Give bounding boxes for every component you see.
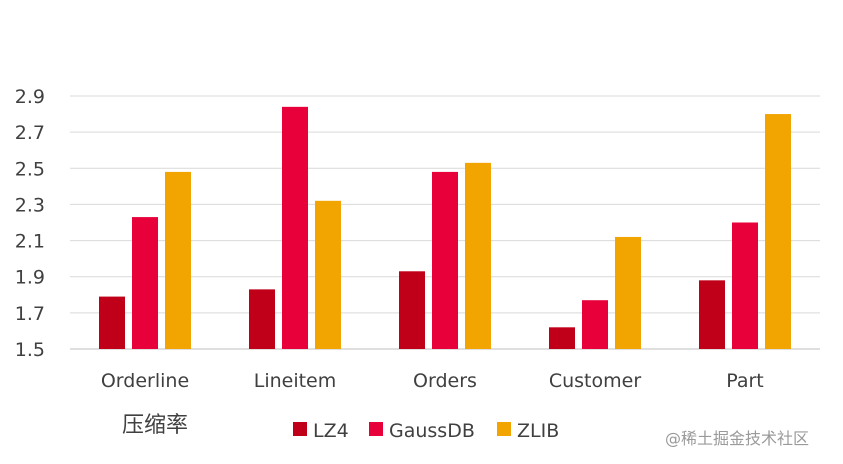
bar-lz4-orders	[399, 271, 425, 349]
y-tick-label: 1.5	[15, 339, 45, 361]
x-category-label: Orders	[413, 370, 477, 392]
y-tick-label: 1.9	[15, 267, 45, 289]
legend-label-lz4: LZ4	[313, 420, 349, 442]
bar-zlib-part	[765, 114, 791, 349]
y-tick-label: 2.1	[15, 231, 45, 253]
x-category-label: Part	[726, 370, 764, 392]
y-tick-label: 2.7	[15, 122, 45, 144]
bar-lz4-orderline	[99, 296, 125, 349]
y-tick-label: 1.7	[15, 303, 45, 325]
watermark: @稀土掘金技术社区	[665, 429, 809, 448]
bar-lz4-part	[699, 280, 725, 349]
y-axis-ticks: 1.5 1.7 1.9 2.1 2.3 2.5 2.7 2.9	[15, 86, 45, 361]
y-tick-label: 2.3	[15, 194, 45, 216]
legend-swatch-gaussdb	[369, 422, 383, 436]
bar-gaussdb-orderline	[132, 217, 158, 349]
legend: LZ4 GaussDB ZLIB	[293, 420, 559, 442]
bar-zlib-orders	[465, 162, 491, 349]
chart-caption: 压缩率	[122, 413, 188, 438]
bar-zlib-lineitem	[315, 200, 341, 349]
bar-gaussdb-part	[732, 222, 758, 349]
y-tick-label: 2.9	[15, 86, 45, 108]
x-category-label: Orderline	[101, 370, 189, 392]
legend-swatch-lz4	[293, 422, 307, 436]
x-category-label: Lineitem	[254, 370, 337, 392]
y-tick-label: 2.5	[15, 158, 45, 180]
legend-label-zlib: ZLIB	[517, 420, 559, 442]
x-axis-categories: Orderline Lineitem Orders Customer Part	[101, 370, 764, 392]
x-category-label: Customer	[549, 370, 641, 392]
legend-label-gaussdb: GaussDB	[389, 420, 475, 442]
bar-lz4-customer	[549, 327, 575, 349]
bar-zlib-orderline	[165, 171, 191, 349]
legend-swatch-zlib	[497, 422, 511, 436]
bar-zlib-customer	[615, 236, 641, 349]
bar-gaussdb-lineitem	[282, 106, 308, 349]
bar-lz4-lineitem	[249, 289, 275, 349]
bar-gaussdb-orders	[432, 171, 458, 349]
bar-gaussdb-customer	[582, 300, 608, 349]
bars	[99, 106, 791, 349]
